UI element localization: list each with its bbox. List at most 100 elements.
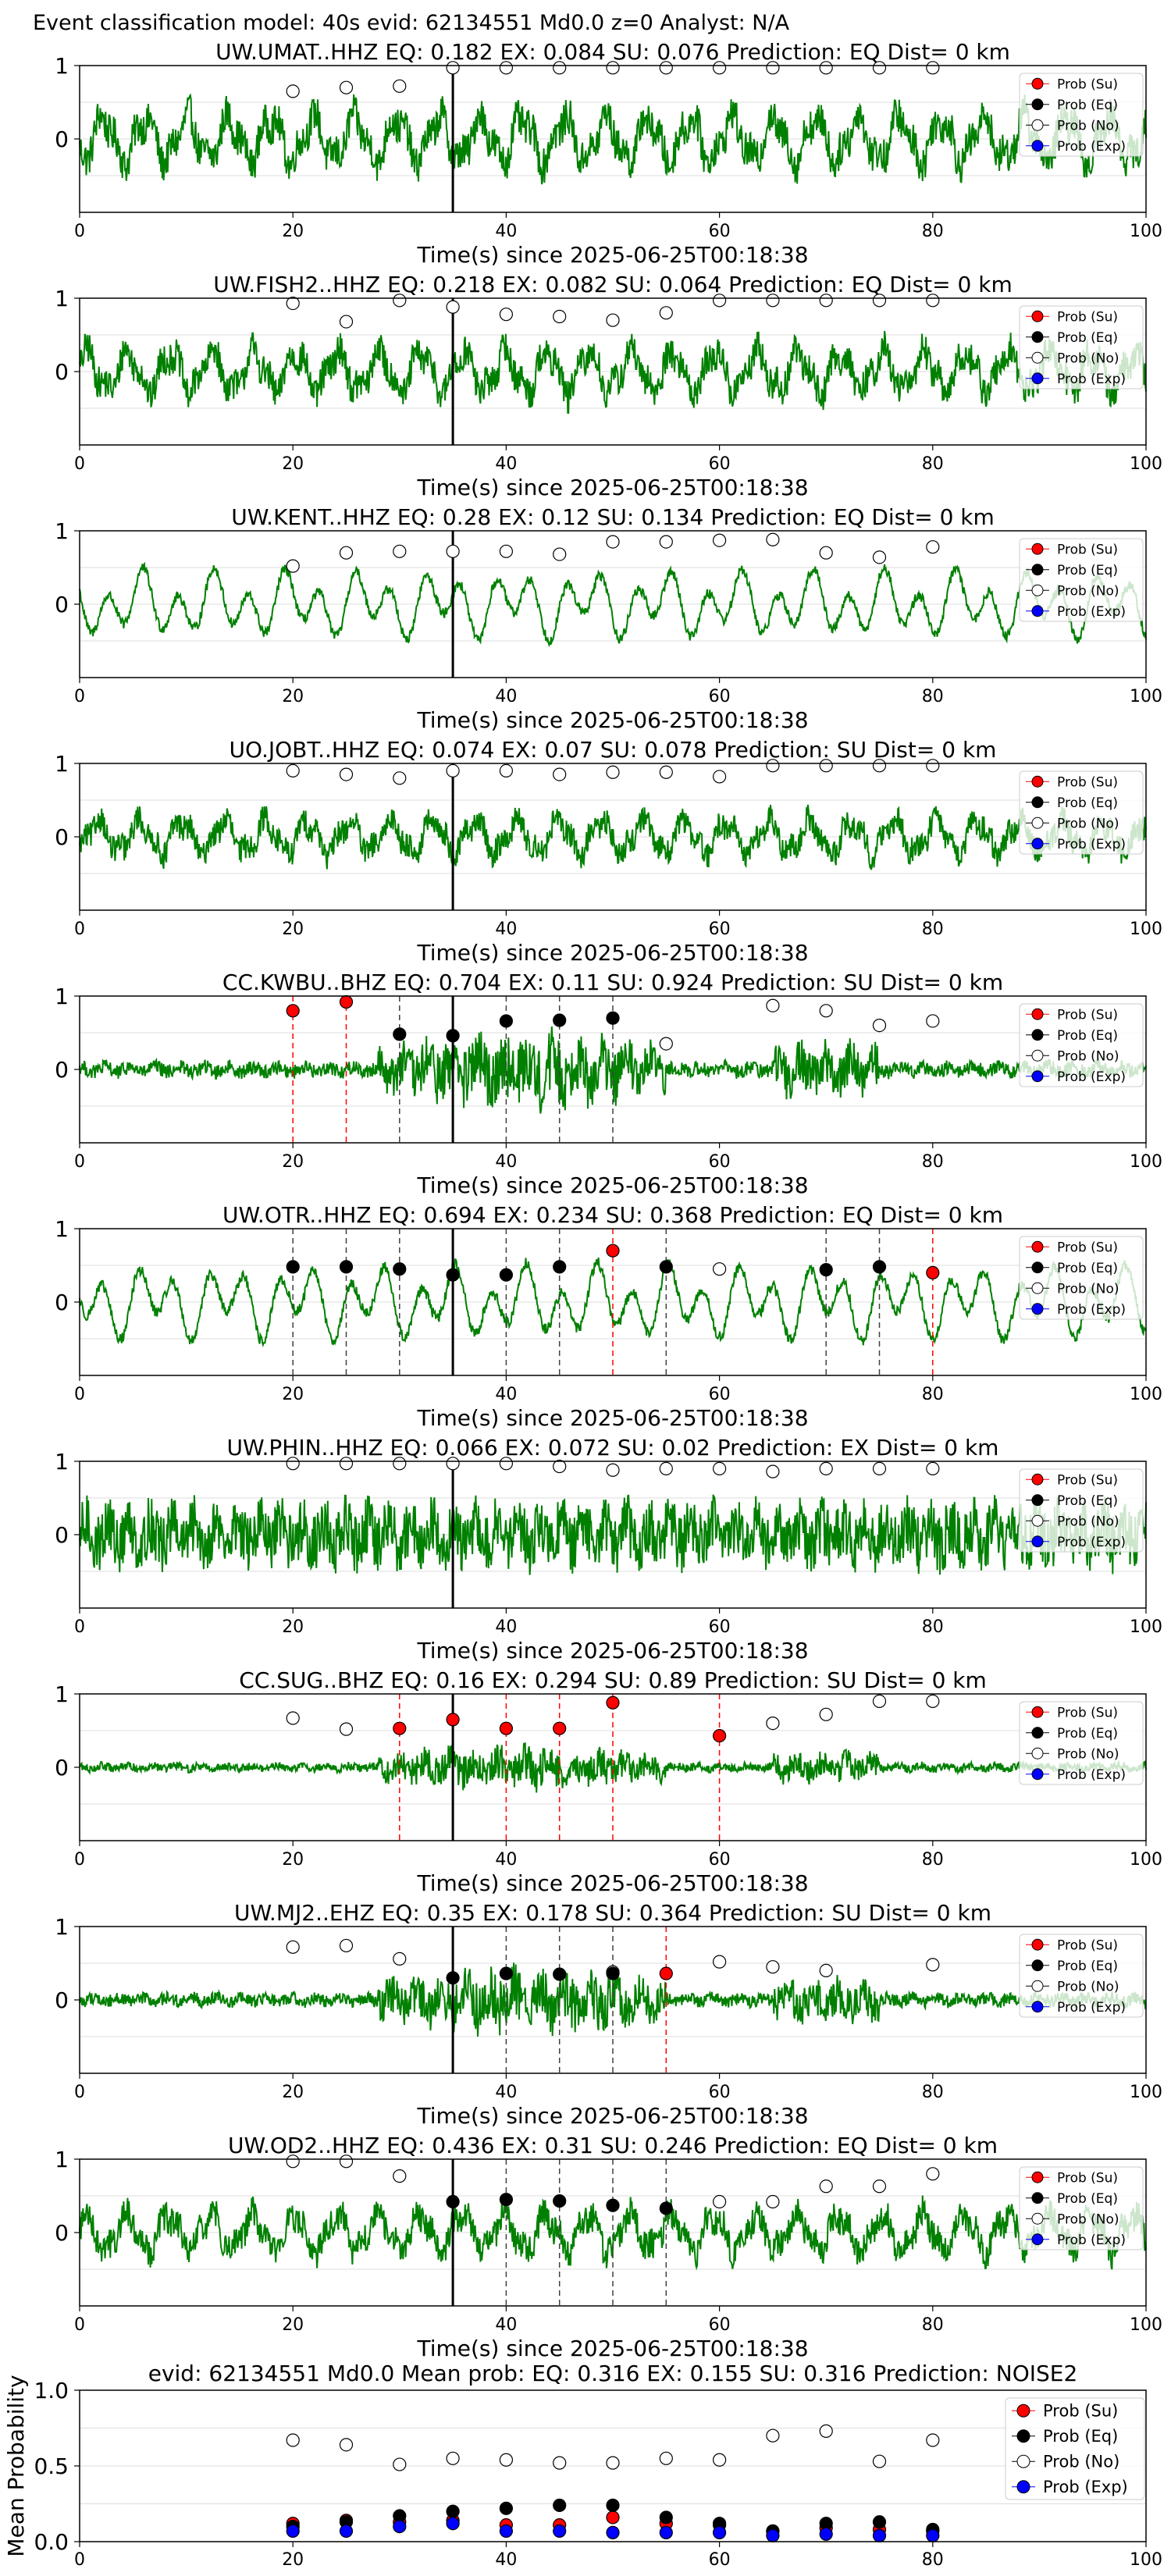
x-axis-label: Time(s) since 2025-06-25T00:18:38 [416,2336,808,2361]
su-prob-point-2 [499,1721,514,1735]
panel-3-legend-marker-0 [1031,543,1044,555]
x-tick-label-5: 100 [1130,454,1162,474]
su-prob-point-5 [712,1728,727,1743]
x-tick-label-4: 80 [922,2083,944,2102]
x-tick-label-0: 0 [74,1152,85,1172]
y-tick-label-0: 1 [55,751,69,777]
su-prob-point-0 [286,1004,300,1018]
exp-mean-point-8 [712,2525,727,2539]
x-tick-label-2: 40 [495,1850,517,1870]
x-tick-label-3: 60 [709,454,731,474]
no-prob-point-7 [926,2167,940,2181]
su-prob-point-3 [553,1721,567,1735]
panel-7-legend-label-3: Prob (Exp) [1057,1535,1126,1550]
panel-6-legend-marker-3 [1031,1303,1044,1315]
panel-5: CC.KWBU..BHZ EQ: 0.704 EX: 0.11 SU: 0.92… [55,970,1162,1198]
x-tick-label-2: 40 [495,1152,517,1172]
x-tick-label-4: 80 [922,920,944,939]
panel-4: UO.JOBT..HHZ EQ: 0.074 EX: 0.07 SU: 0.07… [55,737,1162,966]
panel-2-legend-marker-1 [1031,331,1044,343]
no-prob-point-5 [553,767,567,781]
no-prob-point-1 [339,1457,354,1471]
panel-10-legend-marker-2 [1031,2212,1044,2225]
no-prob-point-6 [606,765,620,779]
no-prob-point-1 [339,1938,354,1953]
panel-5-legend-marker-1 [1031,1029,1044,1041]
x-tick-label-1: 20 [282,2083,304,2102]
figure-title: Event classification model: 40s evid: 62… [33,11,790,35]
x-axis-label: Time(s) since 2025-06-25T00:18:38 [416,707,808,733]
no-prob-point-10 [819,759,833,773]
no-prob-point-8 [712,294,727,308]
panel-6-legend-label-3: Prob (Exp) [1057,1302,1126,1318]
panel-4-legend-marker-3 [1031,838,1044,850]
no-prob-point-3 [446,763,460,778]
x-tick-label-4: 80 [922,2550,944,2570]
mean-panel-legend-marker-1 [1016,2429,1030,2443]
x-tick-label-4: 80 [922,454,944,474]
panel-5-legend-label-0: Prob (Su) [1057,1007,1118,1023]
x-tick-label-5: 100 [1130,687,1162,706]
x-tick-label-2: 40 [495,2315,517,2335]
exp-mean-point-4 [499,2524,514,2539]
y-tick-label-1: 0 [55,1290,69,1315]
eq-prob-point-6 [659,1260,673,1274]
x-tick-label-5: 100 [1130,1152,1162,1172]
eq-prob-point-2 [499,1014,514,1028]
no-prob-point-0 [286,763,300,778]
no-prob-point-0 [286,2154,300,2169]
eq-prob-point-1 [499,2193,514,2207]
mean-panel-legend-marker-0 [1016,2403,1030,2418]
su-prob-point-1 [339,994,354,1009]
panel-title: CC.KWBU..BHZ EQ: 0.704 EX: 0.11 SU: 0.92… [222,970,1003,995]
panel-2-legend-box [1019,305,1144,390]
no-prob-point-5 [553,61,567,75]
panel-10: UW.OD2..HHZ EQ: 0.436 EX: 0.31 SU: 0.246… [55,2133,1162,2361]
panel-3-legend-label-0: Prob (Su) [1057,542,1118,557]
panel-3-legend-marker-1 [1031,564,1044,576]
panel-5-legend-box [1019,1003,1144,1087]
eq-mean-point-4 [499,2501,514,2515]
no-prob-point-3 [446,61,460,75]
x-axis-label: Time(s) since 2025-06-25T00:18:38 [416,2103,808,2129]
eq-prob-point-3 [553,1013,567,1027]
panel-7: UW.PHIN..HHZ EQ: 0.066 EX: 0.072 SU: 0.0… [55,1435,1162,1663]
eq-prob-point-4 [659,2201,673,2215]
su-prob-point-0 [393,1721,407,1735]
no-prob-point-12 [926,759,940,773]
waveform-trace [79,2195,1147,2271]
x-tick-label-0: 0 [74,454,85,474]
panel-2-legend-marker-3 [1031,372,1044,385]
exp-mean-point-6 [606,2525,620,2539]
panel-10-legend-marker-3 [1031,2233,1044,2246]
x-tick-label-5: 100 [1130,222,1162,241]
panel-8-legend-label-1: Prob (Eq) [1057,1726,1118,1742]
panel-10-legend-label-1: Prob (Eq) [1057,2191,1118,2207]
panel-9-legend-label-0: Prob (Su) [1057,1937,1118,1953]
x-tick-label-0: 0 [74,920,85,939]
eq-mean-point-11 [872,2515,887,2529]
su-prob-point-1 [446,1713,460,1727]
panel-7-legend-label-2: Prob (No) [1057,1514,1119,1529]
eq-prob-point-7 [819,1263,833,1277]
panel-5-legend-label-1: Prob (Eq) [1057,1028,1118,1044]
y-axis-label: Mean Probability [3,2375,29,2556]
panel-mean-probability: evid: 62134551 Md0.0 Mean prob: EQ: 0.31… [3,2361,1162,2570]
x-tick-label-2: 40 [495,687,517,706]
no-prob-point-0 [286,84,300,98]
eq-prob-point-3 [446,1268,460,1282]
panel-1-legend-marker-2 [1031,119,1044,131]
eq-prob-point-1 [339,1260,354,1274]
no-prob-point-5 [553,1459,567,1474]
no-mean-point-8 [712,2453,727,2467]
no-prob-point-6 [872,2179,887,2194]
panel-title: UW.UMAT..HHZ EQ: 0.182 EX: 0.084 SU: 0.0… [215,39,1010,65]
y-tick-label-1: 0 [55,1057,69,1083]
mean-panel-legend-marker-3 [1016,2480,1030,2494]
no-prob-point-5 [766,1960,780,1974]
x-tick-label-4: 80 [922,687,944,706]
no-prob-point-2 [393,1457,407,1471]
panel-7-legend-marker-2 [1031,1514,1044,1527]
x-tick-label-5: 100 [1130,1385,1162,1404]
panel-4-legend-marker-1 [1031,796,1044,809]
